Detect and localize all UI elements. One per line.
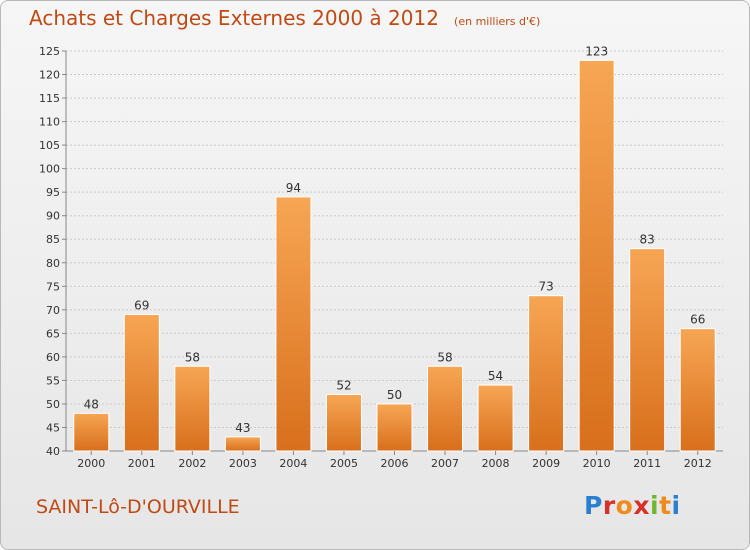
y-tick-label: 115 [39, 92, 60, 105]
bar [578, 59, 615, 452]
y-tick-label: 40 [46, 445, 60, 458]
bar [376, 403, 413, 452]
bar-value-label: 94 [286, 181, 301, 195]
y-tick-label: 95 [46, 186, 60, 199]
y-tick-label: 90 [46, 210, 60, 223]
y-tick-label: 125 [39, 45, 60, 58]
bar-value-label: 69 [134, 299, 149, 313]
y-tick-label: 80 [46, 257, 60, 270]
bar-value-label: 58 [185, 350, 200, 364]
x-tick-label: 2001 [128, 457, 156, 470]
bar [275, 196, 312, 452]
proxiti-logo: Proxiti [584, 491, 681, 520]
x-tick-label: 2008 [482, 457, 510, 470]
y-tick-label: 55 [46, 374, 60, 387]
logo-letter: i [671, 491, 681, 520]
logo-letter: x [633, 491, 650, 520]
y-tick-label: 110 [39, 116, 60, 129]
title-text: Achats et Charges Externes 2000 à 2012 [29, 6, 439, 30]
bar-value-label: 50 [387, 388, 402, 402]
y-tick-label: 60 [46, 351, 60, 364]
logo-letter: i [650, 491, 660, 520]
bar-value-label: 54 [488, 369, 503, 383]
logo-letter: P [584, 491, 603, 520]
x-tick-label: 2010 [583, 457, 611, 470]
logo-letter: o [615, 491, 634, 520]
y-tick-label: 120 [39, 69, 60, 82]
x-tick-label: 2004 [279, 457, 307, 470]
bar [123, 314, 160, 452]
bar-value-label: 123 [585, 44, 608, 58]
y-tick-label: 105 [39, 139, 60, 152]
bar [174, 365, 211, 452]
unit-text: (en milliers d'€) [454, 15, 541, 28]
bar [325, 394, 362, 452]
commune-name: SAINT-Lô-D'OURVILLE [36, 496, 240, 518]
x-tick-label: 2003 [229, 457, 257, 470]
y-tick-label: 50 [46, 398, 60, 411]
logo-letter: r [602, 491, 616, 520]
bar-value-label: 73 [538, 280, 553, 294]
x-tick-label: 2006 [381, 457, 409, 470]
bar [427, 365, 464, 452]
logo-letter: t [659, 491, 672, 520]
x-tick-label: 2005 [330, 457, 358, 470]
bar [477, 384, 514, 452]
bar-value-label: 52 [336, 379, 351, 393]
y-tick-label: 75 [46, 280, 60, 293]
x-tick-label: 2012 [684, 457, 712, 470]
chart-title: Achats et Charges Externes 2000 à 2012 (… [29, 6, 540, 30]
x-tick-label: 2000 [77, 457, 105, 470]
bar-value-label: 83 [640, 233, 655, 247]
y-tick-label: 100 [39, 163, 60, 176]
bar [679, 328, 716, 452]
bar [528, 295, 565, 452]
y-tick-label: 65 [46, 327, 60, 340]
x-tick-label: 2009 [532, 457, 560, 470]
y-tick-label: 85 [46, 233, 60, 246]
bar-value-label: 58 [437, 350, 452, 364]
bar-value-label: 48 [84, 397, 99, 411]
bar [73, 412, 110, 452]
x-tick-label: 2007 [431, 457, 459, 470]
bar [629, 248, 666, 452]
x-tick-label: 2011 [633, 457, 661, 470]
y-tick-label: 45 [46, 421, 60, 434]
bar-value-label: 43 [235, 421, 250, 435]
y-tick-label: 70 [46, 304, 60, 317]
x-tick-label: 2002 [178, 457, 206, 470]
bar [224, 436, 261, 452]
bar-value-label: 66 [690, 313, 705, 327]
